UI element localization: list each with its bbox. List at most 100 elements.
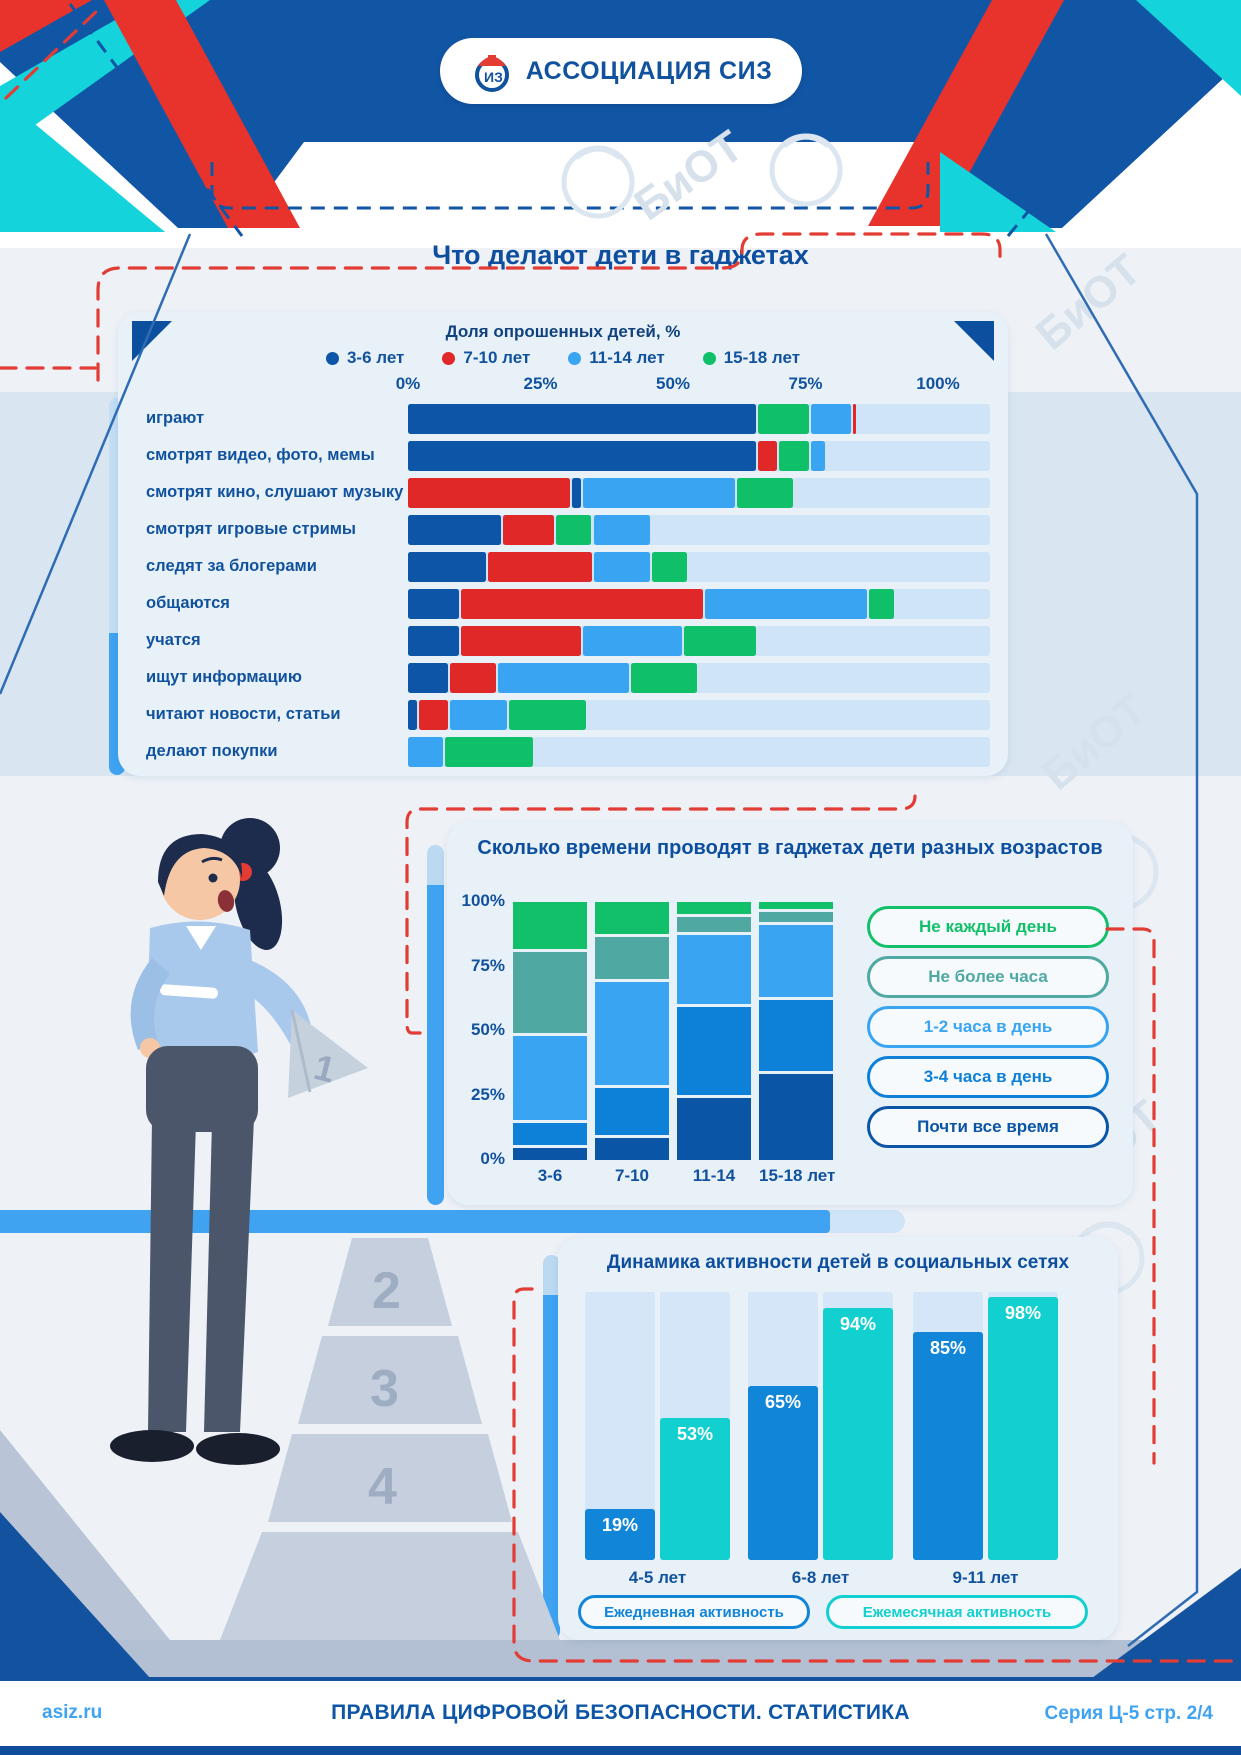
activity-legend-button-2[interactable]: Ежемесячная активность bbox=[826, 1595, 1088, 1629]
bar-segment[interactable] bbox=[408, 514, 502, 545]
monthly-activity-bar[interactable]: 98% bbox=[988, 1297, 1058, 1560]
legend-label: 11-14 лет bbox=[589, 348, 665, 367]
bar-segment[interactable] bbox=[408, 736, 444, 767]
bar-segment[interactable] bbox=[582, 477, 735, 508]
chart3-card: Динамика активности детей в социальных с… bbox=[558, 1237, 1118, 1640]
bar-segment[interactable] bbox=[408, 662, 449, 693]
bar-segment[interactable] bbox=[487, 551, 592, 582]
activity-row: играют bbox=[146, 400, 990, 437]
bar-segment[interactable] bbox=[408, 551, 486, 582]
siz-logo-icon: ИЗ bbox=[474, 55, 509, 92]
bar-segment[interactable] bbox=[630, 662, 698, 693]
axis-tick-label: 25% bbox=[523, 374, 558, 393]
activity-row: читают новости, статьи bbox=[146, 696, 990, 733]
bar-group: 65% 94% 6-8 лет bbox=[748, 1292, 893, 1587]
bar-segment[interactable] bbox=[582, 625, 682, 656]
chart1-rows: играют смотрят видео, фото, мемы смотрят к… bbox=[146, 400, 990, 770]
activity-row: смотрят видео, фото, мемы bbox=[146, 437, 990, 474]
bar-segment[interactable] bbox=[593, 551, 650, 582]
time-segment[interactable] bbox=[513, 1035, 587, 1120]
bar-segment[interactable] bbox=[869, 588, 894, 619]
site-link[interactable]: asiz.ru bbox=[42, 1702, 103, 1723]
time-segment[interactable] bbox=[595, 936, 669, 979]
bar-segment[interactable] bbox=[461, 625, 581, 656]
time-segment[interactable] bbox=[759, 1073, 833, 1160]
bar-segment[interactable] bbox=[450, 662, 497, 693]
legend-dot-icon bbox=[568, 351, 582, 365]
activity-row: учатся bbox=[146, 622, 990, 659]
daily-activity-bar[interactable]: 19% bbox=[585, 1509, 655, 1560]
axis-tick-label: 75% bbox=[470, 955, 505, 975]
horizontal-scroll-bar-decoration bbox=[0, 1210, 905, 1233]
footer-gray-band bbox=[0, 1640, 1241, 1678]
bar-segment[interactable] bbox=[572, 477, 581, 508]
bar-segment[interactable] bbox=[651, 551, 687, 582]
time-segment[interactable] bbox=[677, 917, 751, 933]
bar-segment[interactable] bbox=[408, 440, 756, 471]
legend-item: 11-14 лет bbox=[568, 348, 665, 368]
time-segment[interactable] bbox=[759, 925, 833, 997]
monthly-activity-bar[interactable]: 53% bbox=[660, 1417, 730, 1560]
bar-segment[interactable] bbox=[503, 514, 555, 545]
time-segment[interactable] bbox=[759, 902, 833, 910]
bar-segment[interactable] bbox=[556, 514, 592, 545]
bar-segment[interactable] bbox=[498, 662, 629, 693]
bar-segment[interactable] bbox=[593, 514, 650, 545]
footer-title: ПРАВИЛА ЦИФРОВОЙ БЕЗОПАСНОСТИ. СТАТИСТИК… bbox=[331, 1701, 910, 1724]
time-segment[interactable] bbox=[677, 1098, 751, 1160]
time-segment[interactable] bbox=[595, 902, 669, 934]
bar-segment[interactable] bbox=[779, 440, 809, 471]
bar-segment[interactable] bbox=[810, 440, 825, 471]
bar-segment[interactable] bbox=[757, 440, 777, 471]
bar-segment[interactable] bbox=[683, 625, 756, 656]
bar-track bbox=[408, 625, 990, 656]
chart1-legend: 3-6 лет 7-10 лет 11-14 лет 15-18 лет bbox=[118, 348, 1008, 368]
bar-segment[interactable] bbox=[408, 588, 459, 619]
time-segment[interactable] bbox=[677, 935, 751, 1004]
time-segment[interactable] bbox=[513, 1147, 587, 1160]
chart1-title: Что делают дети в гаджетах bbox=[432, 240, 809, 270]
bar-segment[interactable] bbox=[461, 588, 703, 619]
monthly-activity-bar[interactable]: 94% bbox=[823, 1308, 893, 1560]
bar-segment[interactable] bbox=[408, 403, 756, 434]
time-segment[interactable] bbox=[595, 1088, 669, 1135]
time-legend-button-2[interactable]: Не более часа bbox=[867, 956, 1109, 998]
bar-segment[interactable] bbox=[445, 736, 534, 767]
activity-row: смотрят игровые стримы bbox=[146, 511, 990, 548]
time-segment[interactable] bbox=[595, 981, 669, 1086]
time-segment[interactable] bbox=[513, 1122, 587, 1145]
bar-segment[interactable] bbox=[508, 699, 587, 730]
time-legend-button-3[interactable]: 1-2 часа в день bbox=[867, 1006, 1109, 1048]
bar-segment[interactable] bbox=[408, 699, 417, 730]
time-segment[interactable] bbox=[759, 999, 833, 1071]
time-segment[interactable] bbox=[759, 912, 833, 923]
bar-segment[interactable] bbox=[757, 403, 809, 434]
time-segment[interactable] bbox=[513, 951, 587, 1033]
time-segment[interactable] bbox=[677, 1006, 751, 1096]
bar-segment[interactable] bbox=[408, 477, 571, 508]
time-segment[interactable] bbox=[513, 902, 587, 949]
time-legend-button-1[interactable]: Не каждый день bbox=[867, 906, 1109, 948]
bar-segment[interactable] bbox=[450, 699, 507, 730]
time-segment[interactable] bbox=[677, 902, 751, 915]
activity-label: смотрят видео, фото, мемы bbox=[146, 446, 375, 464]
activity-legend-button-1[interactable]: Ежедневная активность bbox=[578, 1595, 810, 1629]
bar-segment[interactable] bbox=[704, 588, 868, 619]
age-group-label: 6-8 лет bbox=[791, 1568, 850, 1587]
cone-label: 1 bbox=[310, 1046, 339, 1091]
legend-item: 7-10 лет bbox=[442, 348, 530, 368]
bottom-left-gray-wedge bbox=[0, 1430, 170, 1640]
axis-tick-label: 50% bbox=[470, 1020, 505, 1039]
time-legend-button-5[interactable]: Почти все время bbox=[867, 1106, 1109, 1148]
bar-segment[interactable] bbox=[418, 699, 449, 730]
bar-segment[interactable] bbox=[810, 403, 852, 434]
time-legend-button-4[interactable]: 3-4 часа в день bbox=[867, 1056, 1109, 1098]
pyramid-step-4: 4 bbox=[368, 1458, 397, 1516]
daily-activity-bar[interactable]: 85% bbox=[913, 1332, 983, 1560]
bar-segment[interactable] bbox=[408, 625, 459, 656]
bar-segment[interactable] bbox=[853, 403, 857, 434]
time-segment[interactable] bbox=[595, 1137, 669, 1160]
bar-segment[interactable] bbox=[736, 477, 793, 508]
bar-track: 19% bbox=[585, 1292, 655, 1560]
daily-activity-bar[interactable]: 65% bbox=[748, 1385, 818, 1560]
